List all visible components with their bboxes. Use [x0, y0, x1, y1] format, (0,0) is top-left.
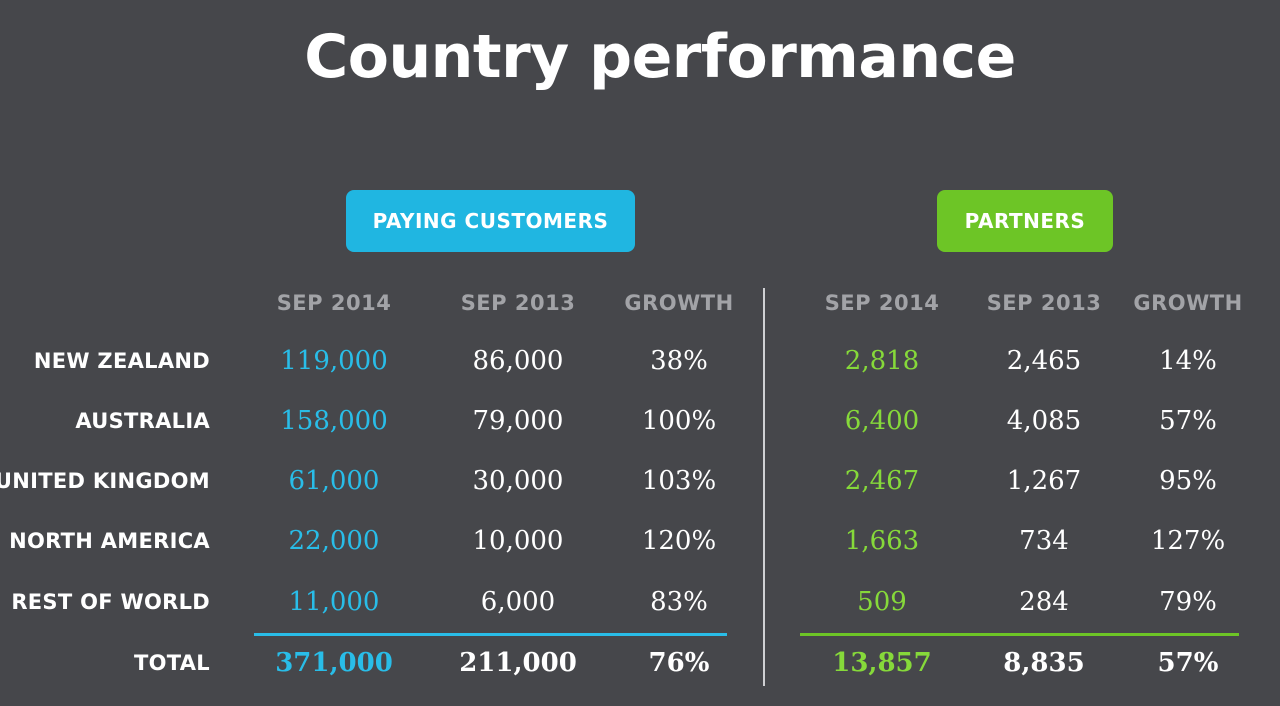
customers-cell: 119,000	[280, 346, 388, 376]
partners-cell: 6,400	[844, 406, 920, 436]
partners-badge: PARTNERS	[937, 190, 1113, 252]
customers-cell: 103%	[641, 466, 717, 496]
partners-header-growth: GROWTH	[1133, 291, 1243, 315]
customers-header-sep2014: SEP 2014	[276, 291, 392, 315]
customers-cell: 120%	[641, 526, 717, 556]
customers-total-growth: 76%	[648, 648, 710, 678]
partners-cell: 79%	[1159, 587, 1217, 617]
customers-cell: 10,000	[472, 526, 564, 556]
partners-cell: 2,467	[844, 466, 920, 496]
partners-cell: 4,085	[1006, 406, 1082, 436]
partners-total-sep2013: 8,835	[1003, 648, 1085, 678]
row-label-united-kingdom: UNITED KINGDOM	[0, 469, 210, 493]
customers-header-growth: GROWTH	[624, 291, 734, 315]
row-label-rest-of-world: REST OF WORLD	[11, 590, 210, 614]
partners-cell: 1,267	[1006, 466, 1082, 496]
customers-cell: 158,000	[280, 406, 388, 436]
customers-total-sep2013: 211,000	[459, 648, 577, 678]
partners-cell: 734	[1019, 526, 1069, 556]
row-label-north-america: NORTH AMERICA	[9, 529, 210, 553]
partners-cell: 284	[1019, 587, 1069, 617]
customers-cell: 6,000	[480, 587, 556, 617]
customers-total-sep2014: 371,000	[275, 648, 393, 678]
partners-header-sep2014: SEP 2014	[824, 291, 940, 315]
partners-total-rule	[800, 633, 1239, 636]
customers-cell: 30,000	[472, 466, 564, 496]
row-label-australia: AUSTRALIA	[75, 409, 210, 433]
partners-cell: 127%	[1150, 526, 1226, 556]
partners-total-growth: 57%	[1157, 648, 1219, 678]
partners-cell: 509	[857, 587, 907, 617]
customers-header-sep2013: SEP 2013	[460, 291, 576, 315]
customers-cell: 79,000	[472, 406, 564, 436]
partners-cell: 2,818	[844, 346, 920, 376]
paying-customers-badge: PAYING CUSTOMERS	[346, 190, 635, 252]
customers-cell: 86,000	[472, 346, 564, 376]
partners-total-sep2014: 13,857	[832, 648, 932, 678]
row-label-new-zealand: NEW ZEALAND	[33, 349, 210, 373]
customers-total-rule	[254, 633, 727, 636]
customers-cell: 38%	[650, 346, 708, 376]
partners-cell: 14%	[1159, 346, 1217, 376]
partners-header-sep2013: SEP 2013	[986, 291, 1102, 315]
row-label-total: TOTAL	[133, 651, 210, 675]
customers-cell: 22,000	[288, 526, 380, 556]
customers-cell: 100%	[641, 406, 717, 436]
partners-cell: 2,465	[1006, 346, 1082, 376]
customers-cell: 11,000	[288, 587, 380, 617]
partners-cell: 57%	[1159, 406, 1217, 436]
page-title: Country performance	[304, 22, 1016, 92]
section-divider	[763, 288, 765, 686]
customers-cell: 61,000	[288, 466, 380, 496]
customers-cell: 83%	[650, 587, 708, 617]
partners-cell: 95%	[1159, 466, 1217, 496]
partners-cell: 1,663	[844, 526, 920, 556]
